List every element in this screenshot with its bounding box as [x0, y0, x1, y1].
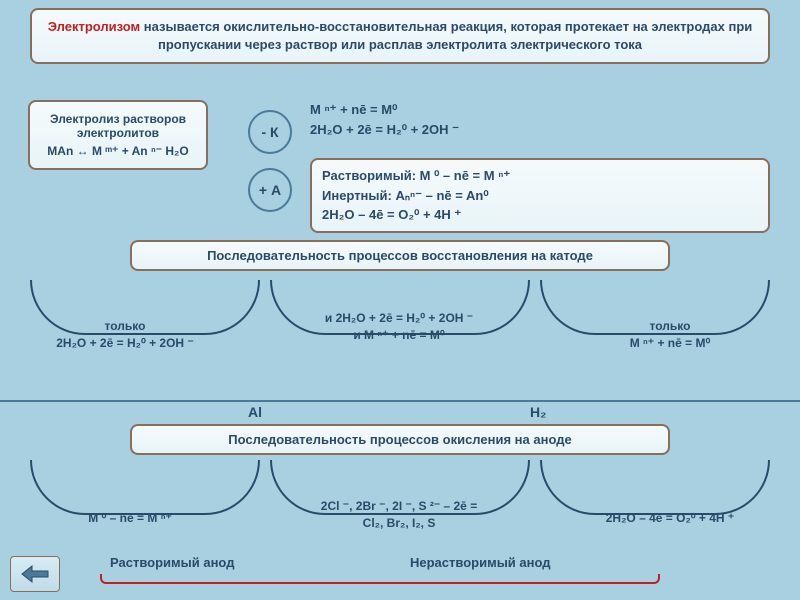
anode-equations: Растворимый: M ⁰ – nē = M ⁿ⁺ Инертный: A…: [310, 158, 770, 233]
anode-circle: + А: [248, 168, 292, 212]
anode-col3: 2H₂O – 4ē = O₂⁰ + 4H ⁺: [560, 510, 780, 527]
cathode-col1: только 2H₂O + 2ē = H₂⁰ + 2OH ⁻: [20, 318, 230, 352]
pre: только: [570, 318, 770, 335]
anode-col1: M ⁰ – nē = M ⁿ⁺: [30, 510, 230, 527]
insoluble-anode-label: Нерастворимый анод: [410, 555, 551, 570]
definition-highlight: Электролизом: [48, 19, 140, 34]
soluble-anode-label: Растворимый анод: [110, 555, 234, 570]
definition-box: Электролизом называется окислительно-вос…: [30, 8, 770, 64]
anode-sequence-banner: Последовательность процессов окисления н…: [130, 424, 670, 455]
eq-k-2: 2H₂O + 2ē = H₂⁰ + 2OH ⁻: [310, 120, 590, 140]
eq-a-1: Растворимый: M ⁰ – nē = M ⁿ⁺: [322, 166, 758, 186]
cathode-equations: M ⁿ⁺ + nē = M⁰ 2H₂O + 2ē = H₂⁰ + 2OH ⁻: [310, 100, 590, 139]
activity-line: [0, 400, 800, 402]
electrolysis-title: Электролиз растворов электролитов: [38, 112, 198, 140]
marker-h2: H₂: [530, 404, 546, 420]
eq-a-2: Инертный: Aₙⁿ⁻ – nē = An⁰: [322, 186, 758, 206]
l1: и 2H₂O + 2ē = H₂⁰ + 2OH ⁻: [264, 310, 534, 327]
eq: M ⁿ⁺ + nē = M⁰: [570, 335, 770, 352]
l2: Cl₂, Br₂, I₂, S: [264, 515, 534, 532]
eq-a-3: 2H₂O – 4ē = O₂⁰ + 4H ⁺: [322, 205, 758, 225]
l1: 2Cl ⁻, 2Br ⁻, 2I ⁻, S ²⁻ – 2ē =: [264, 498, 534, 515]
l2: и M ⁿ⁺ + nē = M⁰: [264, 327, 534, 344]
electrolysis-box: Электролиз растворов электролитов MAn ↔ …: [28, 100, 208, 170]
cathode-sequence-banner: Последовательность процессов восстановле…: [130, 240, 670, 271]
anode-col2: 2Cl ⁻, 2Br ⁻, 2I ⁻, S ²⁻ – 2ē = Cl₂, Br₂…: [264, 498, 534, 532]
pre: только: [20, 318, 230, 335]
cathode-col2: и 2H₂O + 2ē = H₂⁰ + 2OH ⁻ и M ⁿ⁺ + nē = …: [264, 310, 534, 344]
eq-k-1: M ⁿ⁺ + nē = M⁰: [310, 100, 590, 120]
back-button[interactable]: [10, 556, 60, 592]
arc: [30, 460, 260, 515]
cathode-circle: - К: [248, 110, 292, 154]
electrolysis-formula: MAn ↔ M ᵐ⁺ + An ⁿ⁻ H₂O: [38, 144, 198, 158]
cathode-col3: только M ⁿ⁺ + nē = M⁰: [570, 318, 770, 352]
eq: 2H₂O + 2ē = H₂⁰ + 2OH ⁻: [20, 335, 230, 352]
bottom-bracket: [100, 574, 660, 584]
arc: [540, 460, 770, 515]
marker-al: Al: [248, 404, 262, 420]
arrow-left-icon: [20, 564, 50, 584]
definition-text: называется окислительно-восстановительна…: [140, 19, 752, 52]
